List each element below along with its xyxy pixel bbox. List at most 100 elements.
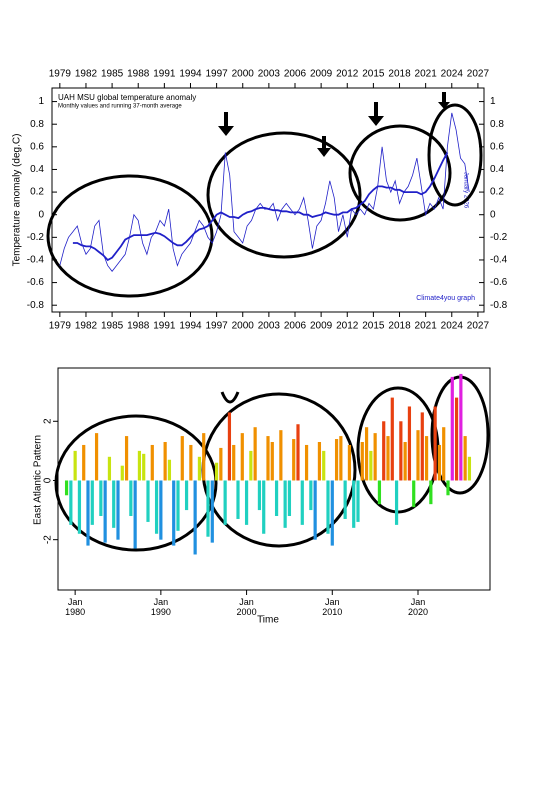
x-tick-label: 2003 — [258, 321, 281, 332]
bar — [214, 462, 219, 481]
bar — [300, 480, 304, 525]
bar — [129, 480, 133, 516]
bar — [377, 480, 382, 505]
y-tick-label: -0.6 — [27, 277, 45, 288]
y-tick-label: 0.6 — [30, 141, 44, 152]
y-tick-label: -0.2 — [27, 232, 45, 243]
bar — [270, 442, 274, 481]
y-tick-label: 0 — [490, 209, 496, 220]
bar — [249, 450, 253, 481]
y-tick-label: 0.8 — [490, 119, 504, 130]
bar — [77, 480, 82, 534]
bar — [172, 480, 176, 546]
bar — [167, 459, 172, 481]
bar — [133, 480, 137, 549]
arrow — [438, 92, 450, 109]
bar — [437, 444, 442, 481]
bar — [90, 480, 94, 525]
y-tick-label: 2 — [43, 418, 54, 424]
x-tick-label: 2021 — [415, 321, 438, 332]
bar — [210, 480, 214, 543]
bar — [442, 427, 446, 481]
y-tick-label: 0.4 — [490, 164, 504, 175]
bar — [163, 442, 167, 481]
bar — [390, 397, 394, 481]
x-tick-label: 1994 — [179, 69, 202, 80]
bar — [394, 480, 399, 525]
bar — [142, 453, 146, 481]
bar — [146, 480, 150, 522]
bar — [137, 450, 142, 481]
x-tick-label: 2024 — [441, 69, 464, 80]
bar — [103, 480, 107, 543]
bar — [69, 480, 73, 525]
circle — [348, 124, 452, 222]
y-tick-label: 0.8 — [30, 119, 44, 130]
bar — [244, 480, 249, 525]
bar — [317, 442, 322, 481]
x-tick-label: 2012 — [336, 321, 359, 332]
circle — [54, 414, 218, 552]
bar — [219, 447, 223, 481]
y-tick-label: 0 — [38, 209, 44, 220]
bar — [326, 480, 330, 534]
bar — [180, 436, 184, 481]
x-tick-label: 1997 — [205, 69, 228, 80]
y-tick-label: 1 — [490, 96, 496, 107]
circle — [427, 103, 483, 207]
bar — [364, 427, 369, 481]
x-tick-label: 1985 — [101, 321, 124, 332]
bar — [386, 436, 390, 481]
circle — [206, 131, 362, 259]
x-tick-label: 1991 — [153, 321, 176, 332]
bar — [227, 412, 232, 481]
bar — [112, 480, 116, 528]
bar — [82, 444, 86, 481]
bar — [189, 444, 193, 481]
bar — [424, 436, 429, 481]
frame-bottom — [57, 367, 491, 591]
bar — [347, 444, 352, 481]
bar — [202, 433, 206, 481]
bar — [356, 480, 360, 522]
x-tick-label: 1982 — [75, 69, 98, 80]
bar — [339, 436, 343, 481]
x-tick-label: 1994 — [179, 321, 202, 332]
bar — [382, 421, 386, 481]
y-tick-label: -0.8 — [490, 300, 508, 311]
bar — [232, 444, 236, 481]
bar — [197, 456, 202, 481]
x-tick-label: 1988 — [127, 321, 150, 332]
bar — [176, 480, 180, 531]
bar — [223, 480, 227, 525]
chart-title: UAH MSU global temperature anomaly — [58, 93, 196, 102]
date-note: January 2026 — [462, 172, 468, 209]
x-tick-label: 1979 — [49, 321, 72, 332]
circle — [46, 174, 214, 298]
x-tick-label: 1982 — [75, 321, 98, 332]
bar — [403, 442, 407, 481]
x-tick-label: 2009 — [310, 69, 333, 80]
x-tick-label: 2006 — [284, 321, 307, 332]
y-tick-label: -0.4 — [490, 255, 508, 266]
bar — [407, 406, 412, 481]
bar — [420, 412, 424, 481]
x-tick-label: 1979 — [49, 69, 72, 80]
x-tick-label: 2000 — [232, 321, 255, 332]
y-tick-label: -0.2 — [490, 232, 508, 243]
bar — [463, 436, 467, 481]
y-tick-label: -0.8 — [27, 300, 45, 311]
x-tick-label: 2018 — [388, 69, 411, 80]
bar — [257, 480, 262, 511]
bar — [99, 480, 103, 516]
frame-top — [51, 87, 485, 313]
x-tick-label: 2027 — [467, 321, 490, 332]
y-tick-label: -2 — [43, 535, 54, 544]
bar — [429, 480, 433, 505]
x-tick-label: 2003 — [258, 69, 281, 80]
bar — [292, 439, 296, 481]
x-tick-label: 1985 — [101, 69, 124, 80]
y-tick-label: 0.6 — [490, 141, 504, 152]
x-tick-label: 2021 — [415, 69, 438, 80]
